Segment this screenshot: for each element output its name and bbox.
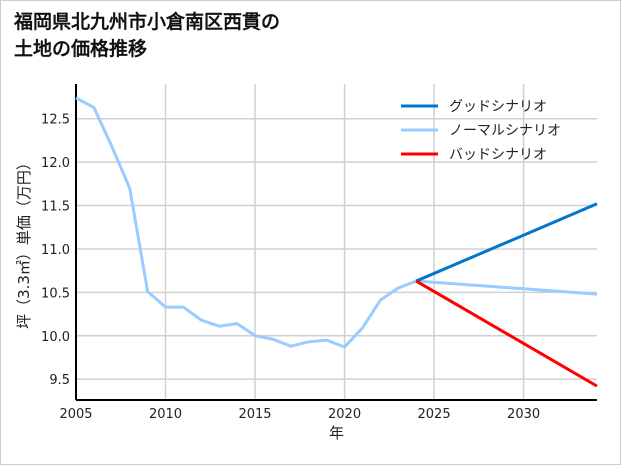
y-tick-label: 11.5	[41, 200, 70, 215]
series-line-2	[415, 279, 598, 388]
y-tick-label: 10.5	[41, 286, 70, 301]
title-line-2: 土地の価格推移	[14, 38, 148, 60]
y-tick-label: 11.0	[41, 243, 70, 258]
x-tick-label: 2015	[238, 407, 271, 422]
x-axis-label: 年	[329, 424, 344, 442]
legend-label: グッドシナリオ	[449, 99, 547, 115]
legend-label: バッドシナリオ	[449, 147, 547, 163]
series-line-1	[75, 96, 598, 349]
series-line-0	[415, 202, 598, 283]
x-tick-label: 2020	[328, 407, 361, 422]
chart-title: 福岡県北九州市小倉南区西貫の 土地の価格推移	[14, 9, 280, 63]
y-tick-label: 12.0	[41, 156, 70, 171]
x-tick-label: 2025	[418, 407, 451, 422]
legend-label: ノーマルシナリオ	[449, 123, 561, 139]
x-tick-label: 2005	[59, 407, 92, 422]
y-axis-label: 坪（3.3㎡）単価（万円）	[15, 155, 33, 329]
x-tick-label: 2010	[149, 407, 182, 422]
title-line-1: 福岡県北九州市小倉南区西貫の	[14, 11, 281, 33]
y-tick-label: 9.5	[49, 373, 70, 388]
y-tick-label: 12.5	[41, 113, 70, 128]
y-tick-label: 10.0	[41, 330, 70, 345]
x-tick-label: 2030	[507, 407, 540, 422]
